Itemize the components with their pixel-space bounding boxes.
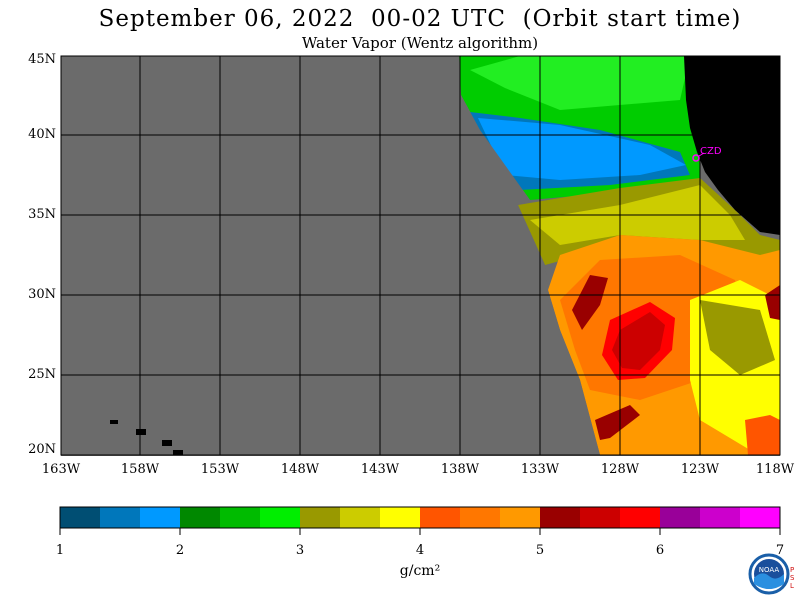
colorbar-swatch <box>740 507 781 528</box>
lat-label-30n: 30N <box>28 287 56 302</box>
colorbar-tick-1: 1 <box>55 543 65 558</box>
colorbar-swatch <box>340 507 381 528</box>
colorbar-tick-7: 7 <box>775 543 785 558</box>
noaa-logo-text: NOAA <box>759 566 780 574</box>
page-subtitle: Water Vapor (Wentz algorithm) <box>301 34 539 52</box>
colorbar-swatch <box>420 507 461 528</box>
vapor-band-light-green <box>470 56 690 110</box>
vapor-ring-red-e <box>765 285 780 320</box>
colorbar-swatch <box>100 507 141 528</box>
colorbar-units: g/cm² <box>399 563 441 579</box>
colorbar-swatch <box>700 507 741 528</box>
colorbar-swatch <box>580 507 621 528</box>
vapor-ring-red-s <box>595 405 640 440</box>
lon-label-138w: 138W <box>440 462 480 477</box>
lon-label-153w: 153W <box>200 462 240 477</box>
colorbar-swatch <box>260 507 301 528</box>
colorbar-swatch <box>660 507 701 528</box>
colorbar <box>60 507 781 528</box>
lon-label-143w: 143W <box>360 462 400 477</box>
lat-label-20n: 20N <box>28 442 56 457</box>
lat-label-45n: 45N <box>28 52 56 67</box>
colorbar-tick-6: 6 <box>655 543 665 558</box>
vapor-patch-orange-se <box>745 415 780 455</box>
lat-label-40n: 40N <box>28 127 56 142</box>
colorbar-swatch <box>60 507 101 528</box>
lon-label-128w: 128W <box>600 462 640 477</box>
colorbar-tick-3: 3 <box>295 543 305 558</box>
lon-label-158w: 158W <box>120 462 160 477</box>
lon-label-123w: 123W <box>680 462 720 477</box>
lon-label-148w: 148W <box>280 462 320 477</box>
hawaii-islands <box>110 420 183 455</box>
lat-label-35n: 35N <box>28 207 56 222</box>
north-america-landmass <box>684 56 780 235</box>
colorbar-swatch <box>380 507 421 528</box>
lat-label-25n: 25N <box>28 367 56 382</box>
colorbar-swatch <box>500 507 541 528</box>
noaa-logo: NOAA <box>748 553 790 595</box>
station-label: CZD <box>700 146 722 157</box>
page-title: September 06, 2022 00-02 UTC (Orbit star… <box>98 6 742 32</box>
vapor-band-olive-east <box>700 300 775 375</box>
vapor-ring-red-nw <box>572 275 608 330</box>
lon-label-133w: 133W <box>520 462 560 477</box>
vapor-band-blue <box>478 118 686 180</box>
colorbar-swatch <box>300 507 341 528</box>
colorbar-tick-5: 5 <box>535 543 545 558</box>
station-marker-czd <box>692 152 705 162</box>
colorbar-swatch <box>140 507 181 528</box>
colorbar-tick-4: 4 <box>415 543 425 558</box>
colorbar-swatch <box>220 507 261 528</box>
lon-label-118w: 118W <box>755 462 795 477</box>
colorbar-swatch <box>180 507 221 528</box>
colorbar-swatch <box>620 507 661 528</box>
lon-label-163w: 163W <box>41 462 81 477</box>
vapor-swath <box>459 56 780 455</box>
swath-nodata-region <box>61 56 600 455</box>
colorbar-tick-2: 2 <box>175 543 185 558</box>
colorbar-swatch <box>460 507 501 528</box>
colorbar-ticks <box>59 528 781 535</box>
map-frame <box>60 55 781 456</box>
colorbar-swatch <box>540 507 581 528</box>
vapor-core-dark-red <box>612 312 665 370</box>
